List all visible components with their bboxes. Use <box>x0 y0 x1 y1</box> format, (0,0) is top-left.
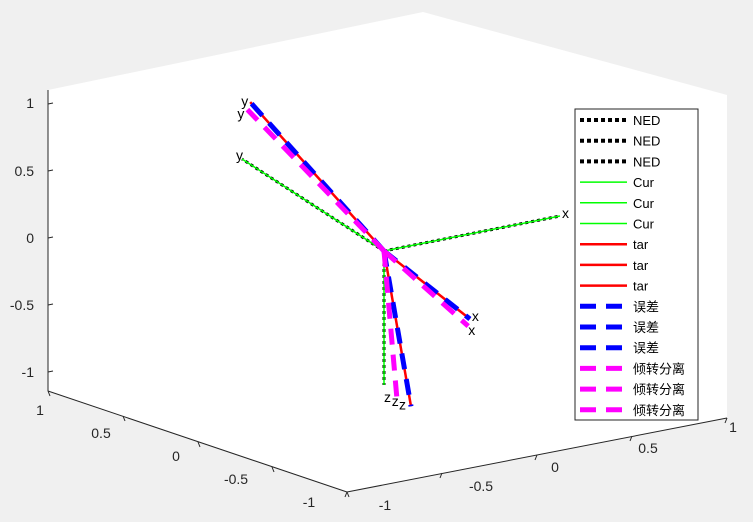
x-tick-labels: 1 0.5 0 -0.5 -1 <box>36 402 315 510</box>
legend-label: 误差 <box>633 320 659 335</box>
y-tick-label: 0.5 <box>638 440 658 456</box>
y-tick-label: 1 <box>729 419 737 435</box>
z-tick-label: -0.5 <box>10 297 34 313</box>
legend-label: NED <box>633 134 660 149</box>
z-tick-label: 0.5 <box>15 163 35 179</box>
y-tick-label: 0 <box>551 459 559 475</box>
series-3-axis-x-line <box>382 249 472 321</box>
axis-end-labels: x y z x y z x y z <box>236 93 569 412</box>
legend-label: tar <box>633 279 649 294</box>
legend-label: 倾转分离 <box>633 403 685 418</box>
axis-end-label-sep-y: y <box>237 106 244 122</box>
z-tick-label: -1 <box>22 364 35 380</box>
x-axis-line <box>47 390 348 493</box>
axis-end-label-NED-x: x <box>562 205 569 221</box>
axis-end-label-sep-z: z <box>392 393 399 409</box>
legend-label: 倾转分离 <box>633 361 685 376</box>
legend-label: Cur <box>633 175 655 190</box>
legend-items: NEDNEDNEDCurCurCurtartartar误差误差误差倾转分离倾转分… <box>580 113 685 418</box>
x-tick-label: -0.5 <box>224 471 248 487</box>
y-axis-ticks <box>344 417 728 498</box>
x-tick-label: 0 <box>172 448 180 464</box>
x-tick-label: 0.5 <box>91 425 111 441</box>
series-1-axis-x-line <box>383 215 561 252</box>
x-tick-label: 1 <box>36 402 44 418</box>
axis-end-label-sep-x: x <box>468 322 475 338</box>
legend-label: 误差 <box>633 341 659 356</box>
axis-end-label-NED-y: y <box>236 147 243 163</box>
legend-label: tar <box>633 237 649 252</box>
series-layer <box>241 100 561 407</box>
series-1-axis-y-line <box>241 158 385 252</box>
legend-label: NED <box>633 113 660 128</box>
axis-end-label-NED-z: z <box>384 389 391 405</box>
y-tick-labels: -1 -0.5 0 0.5 1 <box>379 419 737 513</box>
z-tick-labels: 1 0.5 0 -0.5 -1 <box>10 95 34 380</box>
y-tick-label: -0.5 <box>469 478 493 494</box>
series-4-axis-y-line <box>245 107 386 253</box>
legend-label: tar <box>633 258 649 273</box>
x-axis-ticks <box>47 390 350 498</box>
legend-label: 倾转分离 <box>633 382 685 397</box>
axis-end-label-tar-y: y <box>241 93 248 109</box>
legend: NEDNEDNEDCurCurCurtartartar误差误差误差倾转分离倾转分… <box>574 108 699 421</box>
series-4-axis-x-line <box>382 249 470 328</box>
y-tick-label: -1 <box>379 497 392 513</box>
axis-end-label-tar-z: z <box>399 396 406 412</box>
axis-end-label-tar-x: x <box>472 308 479 324</box>
legend-label: Cur <box>633 196 655 211</box>
x-tick-label: -1 <box>303 494 316 510</box>
legend-label: Cur <box>633 217 655 232</box>
z-axis-ticks <box>47 102 54 373</box>
z-tick-label: 1 <box>26 95 34 111</box>
legend-label: 误差 <box>633 299 659 314</box>
z-tick-label: 0 <box>26 230 34 246</box>
legend-label: NED <box>633 154 660 169</box>
